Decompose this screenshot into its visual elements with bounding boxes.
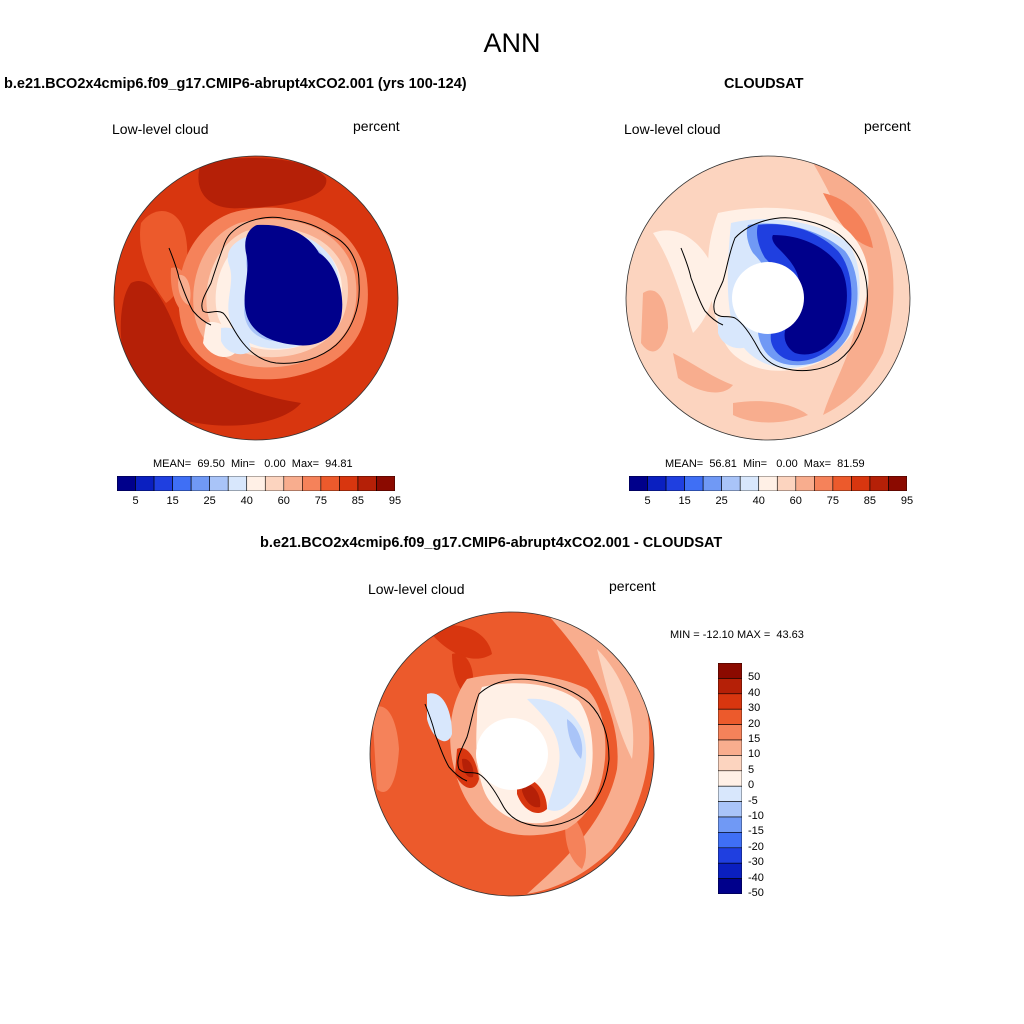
panel2-polar-map bbox=[625, 155, 911, 441]
colorbar-swatch bbox=[718, 770, 742, 787]
colorbar-swatch bbox=[320, 476, 340, 491]
colorbar-tick-label: -20 bbox=[748, 840, 764, 853]
panel2-colorbar bbox=[629, 476, 907, 491]
colorbar-swatch bbox=[117, 476, 136, 491]
panel2-variable-label: Low-level cloud bbox=[624, 121, 721, 137]
colorbar-swatch bbox=[888, 476, 907, 491]
colorbar-tick-label: 25 bbox=[203, 495, 216, 507]
colorbar-swatch bbox=[264, 476, 285, 491]
colorbar-tick-label: 15 bbox=[678, 495, 691, 507]
colorbar-tick-label: -50 bbox=[748, 887, 764, 899]
panel2-stats: MEAN= 56.81 Min= 0.00 Max= 81.59 bbox=[665, 458, 865, 470]
panel1-colorbar-labels: 5 15 25 40 60 75 85 95 bbox=[117, 495, 401, 509]
panel1-polar-map bbox=[113, 155, 399, 441]
colorbar-tick-label: 5 bbox=[644, 495, 651, 507]
colorbar-swatch bbox=[172, 476, 192, 491]
colorbar-swatch bbox=[851, 476, 871, 491]
panel2-units-label: percent bbox=[864, 118, 911, 134]
colorbar-swatch bbox=[718, 678, 742, 695]
colorbar-tick-label: -10 bbox=[748, 810, 764, 822]
colorbar-tick-label: -5 bbox=[748, 794, 758, 807]
colorbar-swatch bbox=[832, 476, 852, 491]
colorbar-tick-label: -30 bbox=[748, 856, 764, 869]
colorbar-tick-label: 85 bbox=[351, 495, 365, 507]
colorbar-tick-label: 95 bbox=[900, 495, 914, 507]
colorbar-swatch bbox=[246, 476, 266, 491]
colorbar-swatch bbox=[758, 476, 778, 491]
colorbar-tick-label: 75 bbox=[314, 495, 327, 507]
colorbar-swatch bbox=[718, 847, 742, 864]
panel3-units-label: percent bbox=[609, 578, 656, 594]
colorbar-swatch bbox=[718, 693, 742, 710]
panel1-colorbar bbox=[117, 476, 395, 491]
colorbar-swatch bbox=[718, 724, 742, 741]
colorbar-swatch bbox=[339, 476, 359, 491]
colorbar-swatch bbox=[227, 476, 248, 491]
panel3-stats: MIN = -12.10 MAX = 43.63 bbox=[670, 629, 804, 641]
colorbar-tick-label: 50 bbox=[748, 671, 761, 684]
panel2-colorbar-labels: 5 15 25 40 60 75 85 95 bbox=[629, 495, 913, 509]
panel3-variable-label: Low-level cloud bbox=[368, 581, 465, 597]
colorbar-swatch bbox=[718, 832, 742, 849]
colorbar-swatch bbox=[795, 476, 815, 491]
panel1-stats: MEAN= 69.50 Min= 0.00 Max= 94.81 bbox=[153, 458, 353, 470]
panel1-title: b.e21.BCO2x4cmip6.f09_g17.CMIP6-abrupt4x… bbox=[4, 76, 467, 92]
colorbar-swatch bbox=[869, 476, 889, 491]
colorbar-tick-label: 40 bbox=[752, 495, 765, 507]
colorbar-swatch bbox=[702, 476, 722, 491]
colorbar-tick-label: 95 bbox=[388, 495, 402, 507]
colorbar-tick-label: 20 bbox=[748, 717, 761, 730]
panel2-title: CLOUDSAT bbox=[724, 76, 804, 92]
colorbar-swatch bbox=[357, 476, 377, 491]
colorbar-tick-label: 40 bbox=[240, 495, 253, 507]
colorbar-swatch bbox=[209, 476, 229, 491]
colorbar-tick-label: 5 bbox=[132, 495, 139, 507]
colorbar-swatch bbox=[718, 708, 742, 725]
colorbar-tick-label: 75 bbox=[826, 495, 839, 507]
colorbar-tick-label: -15 bbox=[748, 825, 764, 838]
colorbar-swatch bbox=[302, 476, 322, 491]
colorbar-tick-label: 60 bbox=[789, 495, 802, 507]
colorbar-swatch bbox=[718, 878, 742, 894]
panel1-variable-label: Low-level cloud bbox=[112, 121, 209, 137]
colorbar-tick-label: 85 bbox=[863, 495, 877, 507]
colorbar-tick-label: -40 bbox=[748, 871, 764, 884]
colorbar-swatch bbox=[814, 476, 834, 491]
colorbar-swatch bbox=[629, 476, 648, 491]
figure-title: ANN bbox=[483, 28, 541, 58]
colorbar-tick-label: 15 bbox=[748, 733, 761, 745]
colorbar-swatch bbox=[721, 476, 741, 491]
colorbar-tick-label: 15 bbox=[166, 495, 179, 507]
colorbar-tick-label: 5 bbox=[748, 763, 755, 776]
panel3-title: b.e21.BCO2x4cmip6.f09_g17.CMIP6-abrupt4x… bbox=[260, 535, 723, 551]
colorbar-swatch bbox=[376, 476, 395, 491]
colorbar-swatch bbox=[684, 476, 704, 491]
colorbar-swatch bbox=[718, 739, 742, 756]
colorbar-swatch bbox=[776, 476, 797, 491]
colorbar-swatch bbox=[153, 476, 173, 491]
colorbar-swatch bbox=[718, 663, 742, 679]
colorbar-swatch bbox=[190, 476, 210, 491]
colorbar-swatch bbox=[135, 476, 155, 491]
colorbar-swatch bbox=[647, 476, 667, 491]
panel1-units-label: percent bbox=[353, 118, 400, 134]
colorbar-tick-label: 40 bbox=[748, 686, 761, 699]
colorbar-swatch bbox=[739, 476, 760, 491]
colorbar-swatch bbox=[718, 785, 742, 802]
colorbar-tick-label: 60 bbox=[277, 495, 290, 507]
colorbar-tick-label: 30 bbox=[748, 702, 761, 715]
colorbar-tick-label: 25 bbox=[715, 495, 728, 507]
colorbar-swatch bbox=[718, 862, 742, 879]
colorbar-tick-label: 10 bbox=[748, 748, 761, 761]
panel3-colorbar-labels: 50 40 30 20 15 10 5 0 -5 -10 -15 -20 -30 -40 -50 bbox=[748, 663, 788, 899]
panel3-colorbar bbox=[718, 663, 742, 894]
colorbar-swatch bbox=[283, 476, 303, 491]
colorbar-swatch bbox=[665, 476, 685, 491]
colorbar-swatch bbox=[718, 801, 742, 818]
colorbar-tick-label: 0 bbox=[748, 779, 755, 792]
panel3-polar-map bbox=[369, 611, 655, 897]
colorbar-swatch bbox=[718, 755, 742, 772]
colorbar-swatch bbox=[718, 816, 742, 833]
